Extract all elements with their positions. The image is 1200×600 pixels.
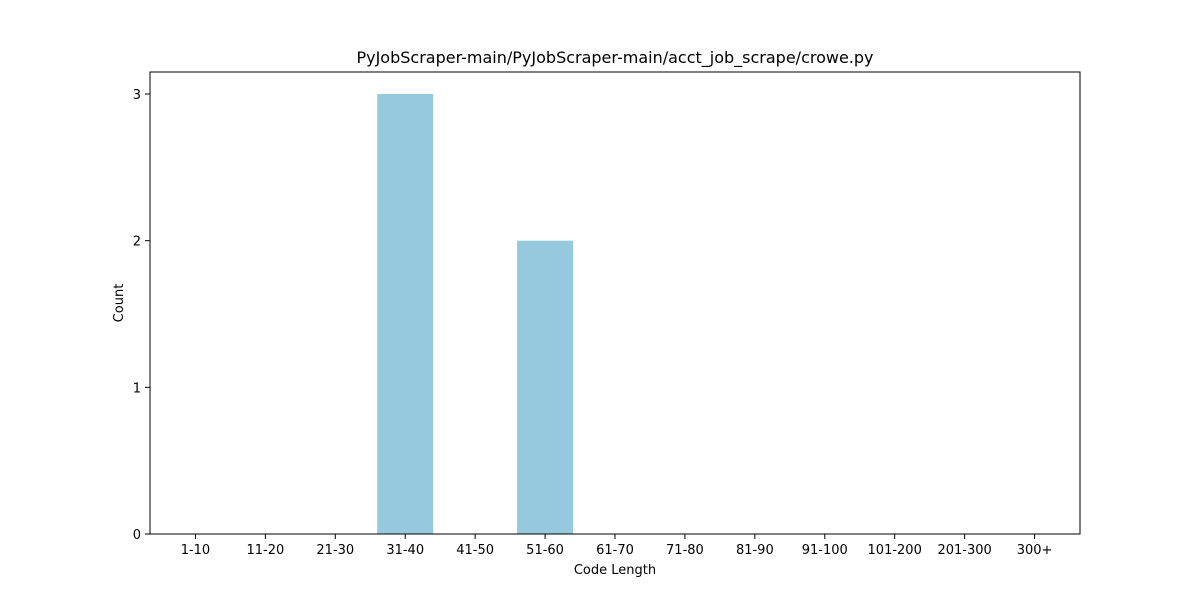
x-tick-label: 71-80 xyxy=(666,543,704,558)
ticks: 1-10 11-20 21-30 31-40 41-50 51-60 61-70 71-80 8… xyxy=(133,88,1053,558)
bars xyxy=(377,94,574,534)
x-tick-label: 81-90 xyxy=(736,543,774,558)
bar-31-40 xyxy=(377,94,434,534)
x-tick-label: 21-30 xyxy=(316,543,354,558)
x-tick-label: 11-20 xyxy=(246,543,284,558)
x-tick-label: 51-60 xyxy=(526,543,564,558)
x-tick-label: 31-40 xyxy=(386,543,424,558)
x-tick-label: 91-100 xyxy=(802,543,848,558)
x-axis-title: Code Length xyxy=(574,563,656,578)
x-tick-label: 61-70 xyxy=(596,543,634,558)
x-tick-label: 1-10 xyxy=(181,543,211,558)
x-tick-label: 101-200 xyxy=(868,543,922,558)
y-tick-label: 0 xyxy=(133,528,141,543)
x-tick-label: 300+ xyxy=(1017,543,1053,558)
bar-51-60 xyxy=(517,240,574,534)
chart-title: PyJobScraper-main/PyJobScraper-main/acct… xyxy=(356,48,873,68)
y-tick-label: 2 xyxy=(133,235,141,250)
y-axis-title: Count xyxy=(112,284,127,323)
y-tick-label: 3 xyxy=(133,88,141,103)
x-tick-label: 201-300 xyxy=(937,543,991,558)
y-tick-label: 1 xyxy=(133,381,141,396)
plot-frame xyxy=(149,71,1081,535)
x-tick-label: 41-50 xyxy=(456,543,494,558)
